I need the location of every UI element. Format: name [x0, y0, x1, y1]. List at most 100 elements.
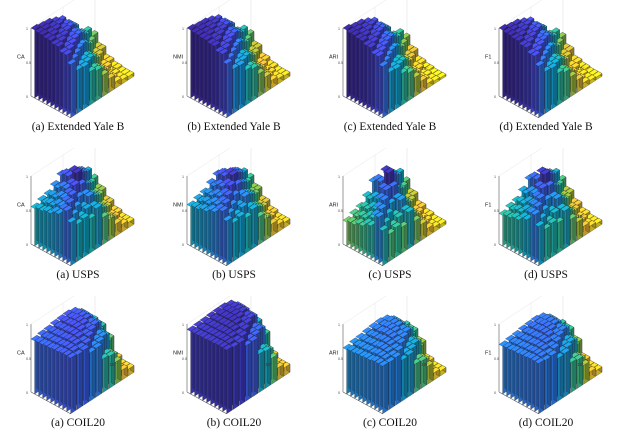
- bar-top-face: [498, 24, 509, 31]
- bar-6-9: [105, 72, 116, 93]
- bar-top-face: [72, 167, 83, 174]
- z-tick-label: 0.5: [338, 61, 343, 65]
- bar-0-9: [222, 215, 233, 266]
- bar-top-face: [523, 335, 534, 342]
- bar-top-face: [45, 333, 56, 340]
- bar-side-face: [235, 63, 239, 111]
- bar-top-face: [30, 24, 41, 31]
- y-axis-line: [186, 391, 228, 414]
- bar-top-face: [541, 336, 552, 343]
- bar-top-face: [534, 60, 545, 67]
- bar-side-face: [260, 348, 265, 390]
- bar-7-9: [267, 218, 278, 237]
- bar-top-face: [375, 192, 386, 199]
- bar-side-face: [540, 357, 545, 411]
- bar-9-9: [124, 70, 135, 81]
- z-tick-label: 1: [182, 323, 184, 327]
- bar-top-face: [539, 343, 550, 350]
- bars-group: [498, 16, 603, 118]
- bar-top-face: [60, 315, 71, 322]
- bar-top-face: [214, 339, 225, 346]
- bar-top-face: [554, 329, 565, 336]
- bar-top-face: [378, 360, 389, 367]
- bar-top-face: [49, 180, 60, 187]
- x-axis-tick-label: 10⁻: [421, 362, 429, 367]
- back-grid-line: [498, 148, 543, 177]
- chart-caption: (c) USPS: [368, 269, 412, 281]
- z-tick-label: 0: [26, 391, 28, 395]
- bar-top-face: [190, 327, 201, 334]
- bar-top-face: [384, 167, 395, 174]
- bar-top-face: [227, 330, 238, 337]
- bar-top-face: [506, 29, 517, 36]
- bar-top-face: [65, 326, 76, 333]
- bar-top-face: [361, 327, 372, 334]
- bar-top-face: [540, 327, 551, 334]
- bar-top-face: [514, 35, 525, 42]
- bar-side-face: [553, 217, 558, 254]
- z-tick-label: 0.5: [182, 357, 187, 361]
- bar-top-face: [63, 333, 74, 340]
- bar-5-9: [254, 348, 265, 394]
- bar-0-9: [66, 352, 77, 414]
- z-tick-label: 1: [26, 27, 28, 31]
- x-axis-tick-label: 10⁻: [421, 66, 429, 71]
- bar-side-face: [247, 339, 252, 398]
- y-axis-line: [30, 95, 72, 118]
- bar-0-9: [222, 344, 233, 414]
- bar-top-face: [210, 40, 221, 47]
- chart-caption: (d) USPS: [524, 269, 568, 281]
- bar-top-face: [531, 190, 542, 197]
- chart-caption: (d) COIL20: [518, 417, 574, 429]
- bar-top-face: [190, 201, 201, 208]
- bar-top-face: [510, 32, 521, 39]
- bar-top-face: [221, 42, 232, 49]
- bar-top-face: [534, 220, 545, 227]
- bar-top-face: [547, 217, 558, 224]
- bar-top-face: [205, 178, 216, 185]
- bar-top-face: [219, 187, 230, 194]
- bars-group: [30, 15, 135, 118]
- bar-top-face: [378, 60, 389, 67]
- chart-caption: (b) COIL20: [206, 417, 262, 429]
- bar-top-face: [530, 50, 541, 57]
- bar-top-face: [349, 337, 360, 344]
- bar-top-face: [34, 27, 45, 34]
- bar-top-face: [518, 39, 529, 46]
- bar-top-face: [379, 343, 390, 350]
- bar-top-face: [406, 343, 417, 350]
- back-grid-line: [498, 296, 543, 325]
- bar-top-face: [58, 203, 69, 210]
- bar-6-9: [573, 216, 584, 241]
- back-grid-line: [342, 0, 387, 29]
- bar-side-face: [273, 352, 278, 381]
- bar-top-face: [526, 352, 537, 359]
- bar-top-face: [225, 321, 236, 328]
- bar-top-face: [47, 189, 58, 196]
- bar-top-face: [517, 324, 528, 331]
- bar-top-face: [525, 328, 536, 335]
- bar-top-face: [385, 338, 396, 346]
- bar-top-face: [226, 306, 237, 313]
- z-axis-label: NMI: [173, 55, 184, 61]
- bar-top-face: [528, 321, 539, 328]
- bar-side-face: [572, 356, 577, 390]
- bar-top-face: [193, 320, 204, 327]
- bar-6-9: [417, 355, 428, 389]
- bar-top-face: [513, 338, 524, 345]
- chart-caption: (c) COIL20: [363, 417, 417, 429]
- x-axis-tick-label: 10⁻: [265, 214, 273, 219]
- y-axis-line: [30, 391, 72, 414]
- bar-top-face: [549, 342, 560, 349]
- bar-side-face: [79, 218, 83, 259]
- bar-top-face: [70, 313, 81, 320]
- bar-top-face: [342, 24, 353, 31]
- bar-top-face: [391, 221, 402, 228]
- bar-top-face: [536, 324, 547, 331]
- bar-top-face: [217, 332, 228, 339]
- bar-top-face: [67, 335, 78, 342]
